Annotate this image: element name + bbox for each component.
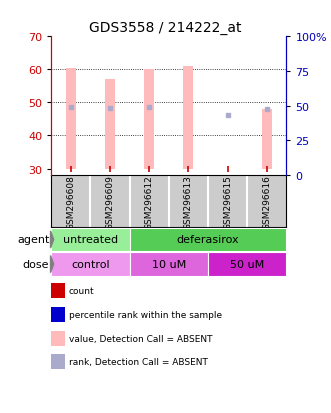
Text: percentile rank within the sample: percentile rank within the sample (69, 310, 222, 319)
Text: GSM296608: GSM296608 (67, 174, 75, 229)
Text: 50 uM: 50 uM (230, 259, 264, 269)
Bar (51, 253, 130, 276)
Text: rank, Detection Call = ABSENT: rank, Detection Call = ABSENT (69, 357, 208, 366)
Bar (144, 70, 154, 169)
Polygon shape (51, 256, 54, 273)
Text: dose: dose (23, 259, 49, 269)
Text: GDS3558 / 214222_at: GDS3558 / 214222_at (89, 21, 242, 35)
Text: GSM296609: GSM296609 (106, 174, 115, 229)
Bar (130, 253, 208, 276)
Text: GSM296613: GSM296613 (184, 174, 193, 229)
Text: count: count (69, 287, 94, 296)
Polygon shape (51, 231, 54, 249)
Bar (51, 228, 130, 252)
Bar (66, 69, 76, 169)
Text: GSM296612: GSM296612 (145, 174, 154, 229)
Bar (183, 67, 193, 169)
Text: control: control (71, 259, 110, 269)
Bar (105, 80, 115, 169)
Bar (130, 228, 286, 252)
Text: GSM296616: GSM296616 (262, 174, 271, 229)
Bar (262, 110, 272, 169)
Text: untreated: untreated (63, 235, 118, 245)
Text: 10 uM: 10 uM (152, 259, 186, 269)
Text: value, Detection Call = ABSENT: value, Detection Call = ABSENT (69, 334, 212, 343)
Text: agent: agent (17, 235, 49, 245)
Text: deferasirox: deferasirox (177, 235, 239, 245)
Text: GSM296615: GSM296615 (223, 174, 232, 229)
Bar (208, 253, 286, 276)
